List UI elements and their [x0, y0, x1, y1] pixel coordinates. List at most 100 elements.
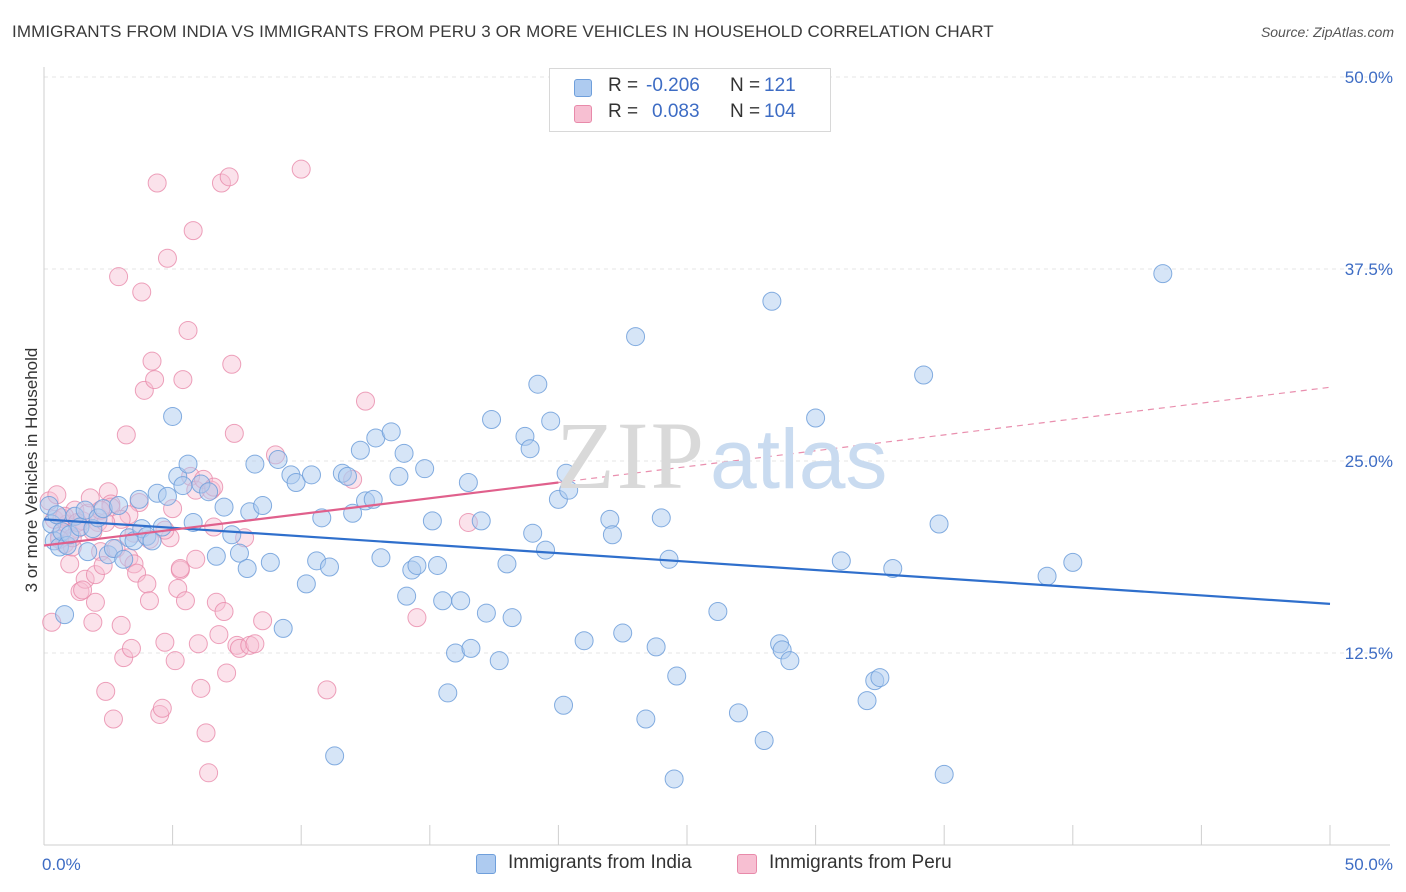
india-point	[489, 651, 509, 671]
peru-point	[199, 763, 219, 783]
india-point	[541, 411, 561, 431]
tick-labels: 12.5% 25.0% 37.5% 50.0% 0.0% 50.0%	[42, 68, 1393, 874]
peru-point	[83, 612, 103, 632]
india-point	[497, 554, 517, 574]
india-point	[1153, 264, 1173, 284]
india-point	[806, 408, 826, 428]
india-point	[1037, 566, 1057, 586]
peru-point	[139, 591, 159, 611]
peru-point	[111, 615, 131, 635]
india-point	[559, 480, 579, 500]
india-point	[831, 551, 851, 571]
india-point	[458, 473, 478, 493]
peru-point	[137, 574, 157, 594]
india-point	[422, 511, 442, 531]
india-point	[199, 482, 219, 502]
india-point	[762, 291, 782, 311]
peru-point	[121, 638, 141, 658]
india-legend-icon	[476, 854, 496, 874]
peru-point	[132, 282, 152, 302]
peru-point	[317, 680, 337, 700]
india-point	[114, 549, 134, 569]
legend-r-label: R =	[608, 75, 639, 96]
india-point	[173, 476, 193, 496]
india-point	[206, 546, 226, 566]
peru-point	[291, 159, 311, 179]
peru-point	[186, 549, 206, 569]
legend-n-label: N =	[730, 75, 761, 96]
india-swatch-icon	[574, 79, 592, 97]
india-point	[667, 666, 687, 686]
x-tick-label-min: 0.0%	[42, 855, 81, 874]
india-point	[178, 454, 198, 474]
india-point	[301, 465, 321, 485]
peru-point	[356, 391, 375, 411]
india-point	[214, 497, 234, 517]
india-point	[78, 542, 98, 562]
india-point	[870, 668, 890, 688]
india-point	[93, 499, 113, 519]
india-point	[337, 466, 357, 486]
peru-point	[253, 611, 273, 631]
india-point	[163, 406, 183, 426]
india-point	[394, 443, 414, 463]
peru-point	[85, 592, 105, 612]
india-point	[451, 591, 471, 611]
india-point	[520, 439, 540, 459]
peru-point	[188, 634, 208, 654]
india-point	[471, 511, 491, 531]
india-point	[433, 591, 453, 611]
peru-point	[229, 638, 249, 658]
india-point	[157, 486, 177, 506]
india-point	[536, 540, 556, 560]
peru-point	[147, 173, 167, 193]
y-tick-label: 37.5%	[1345, 260, 1393, 279]
india-point	[222, 525, 242, 545]
india-point	[461, 638, 481, 658]
source-note: Source: ZipAtlas.com	[1260, 24, 1394, 40]
india-point	[708, 602, 728, 622]
india-point	[476, 603, 496, 623]
india-point	[260, 552, 280, 572]
peru-point	[145, 370, 165, 390]
peru-point	[168, 578, 188, 598]
india-point	[929, 514, 949, 534]
x-tick-label-max: 50.0%	[1345, 855, 1393, 874]
india-point	[482, 410, 502, 430]
india-point	[613, 623, 633, 643]
peru-point	[96, 681, 116, 701]
india-trend-line	[43, 518, 1331, 605]
peru-trend-line	[43, 481, 559, 547]
peru-point	[165, 651, 185, 671]
peru-point	[170, 559, 190, 579]
india-point	[397, 586, 417, 606]
peru-legend-icon	[737, 854, 757, 874]
peru-point	[211, 173, 231, 193]
legend-n-value-india: 121	[764, 75, 796, 96]
peru-point	[222, 354, 242, 374]
peru-point	[152, 698, 172, 718]
india-point	[651, 508, 671, 528]
peru-point	[224, 423, 244, 443]
india-point	[914, 365, 934, 385]
legend-n-label: N =	[730, 101, 761, 122]
peru-point	[173, 370, 193, 390]
india-point	[728, 703, 748, 723]
axes	[43, 67, 1390, 846]
bottom-legend-india-label: Immigrants from India	[508, 852, 692, 873]
india-point	[754, 731, 774, 751]
peru-point	[196, 723, 216, 743]
india-point	[350, 440, 370, 460]
chart-title: IMMIGRANTS FROM INDIA VS IMMIGRANTS FROM…	[12, 22, 994, 41]
india-point	[129, 489, 149, 509]
peru-point	[178, 320, 198, 340]
peru-point	[142, 351, 162, 371]
india-point	[229, 543, 249, 563]
peru-point	[217, 663, 237, 683]
y-axis-label: 3 or more Vehicles in Household	[22, 347, 41, 593]
peru-point	[191, 678, 211, 698]
india-point	[428, 555, 448, 575]
peru-point	[214, 602, 234, 622]
india-point	[664, 769, 684, 789]
